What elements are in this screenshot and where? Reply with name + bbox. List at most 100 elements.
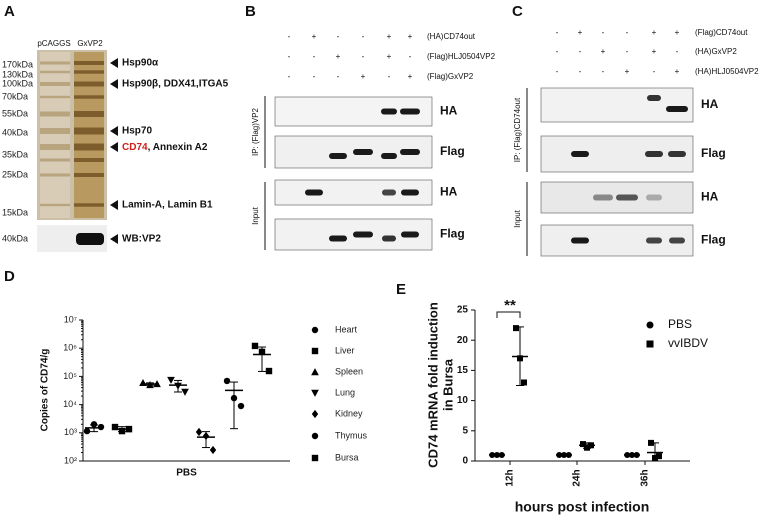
legend-label: Spleen [335,366,363,376]
point [223,377,231,385]
sign: - [653,67,656,76]
mw-label: 15kDa [2,207,28,217]
blot [540,87,694,123]
sign: - [626,28,629,37]
arrowhead [110,200,118,210]
legend-marker [646,340,654,348]
legend-label: Bursa [335,452,359,462]
sign: - [556,28,559,37]
blot-band [571,237,589,244]
sign: + [408,72,413,81]
sign: - [288,72,291,81]
x-tick-label: 12h [505,469,516,486]
significance: ** [504,297,516,314]
mw-label: 55kDa [2,108,28,118]
sign: - [288,52,291,61]
row-label: (HA)GxVP2 [695,47,737,56]
annotation: , Annexin A2 [148,142,208,153]
group-label: Input [251,206,260,225]
arrowhead [110,234,118,244]
blot-band [668,151,686,157]
blot-band [645,151,663,157]
point [521,379,527,386]
gel-band [40,70,70,74]
blot-band [353,149,373,155]
sign: - [579,47,582,56]
legend-marker [311,454,319,462]
gel-band [40,61,70,65]
row-label: (Flag)CD74out [695,28,748,37]
point [167,376,175,384]
blot-label: HA [440,185,458,199]
point [237,402,245,410]
y-tick-label: 15 [457,365,469,376]
blot-band [666,106,688,112]
arrowhead [110,126,118,136]
blot-label: Flag [440,227,465,241]
sign: - [676,47,679,56]
annotation: CD74, Annexin A2 [122,142,208,153]
gel-band [74,203,104,207]
sign: + [361,72,366,81]
legend-label: Liver [335,345,355,355]
y-tick-label: 25 [457,305,469,316]
mw-label: 100kDa [2,78,33,88]
y-tick-label: 10⁴ [63,399,77,409]
y-tick-label: 5 [462,425,468,436]
lane-label: GxVP2 [77,39,103,48]
legend-marker [311,389,319,397]
y-tick-label: 10² [64,455,77,465]
legend-label: PBS [668,317,692,331]
mw-label: 130kDa [2,69,33,79]
sign: - [602,67,605,76]
point [656,453,662,460]
sign: + [675,28,680,37]
sign: + [336,52,341,61]
sign: - [626,47,629,56]
row-label: (Flag)GxVP2 [427,72,474,81]
annotation: Lamin-A, Lamin B1 [122,200,213,211]
significance-bracket [496,311,521,318]
blot-band [382,189,396,196]
gel-band [74,158,104,162]
gel-band [74,70,104,74]
gel-band [40,173,70,177]
y-label: CD74 mRNA fold induction [425,302,440,468]
y-tick-label: 10 [457,395,469,406]
blot-band [381,153,397,159]
point [97,423,105,431]
sign: + [578,28,583,37]
point [181,388,189,396]
blot [540,224,694,257]
lane [40,52,70,218]
point [195,427,203,437]
gel-band [40,158,70,162]
mw-label: 35kDa [2,149,28,159]
blot-band [305,189,323,196]
annotation-red: CD74 [122,142,148,153]
arrowhead [110,58,118,68]
sign: - [313,72,316,81]
x-label: hours post infection [515,499,650,515]
sign: + [675,67,680,76]
y-tick-label: 20 [457,335,469,346]
point [251,342,259,350]
point [265,367,273,375]
gel-band [40,82,70,86]
sign: - [556,67,559,76]
gel-band [74,111,104,117]
y-tick-label: 10³ [64,427,77,437]
point [139,379,147,387]
legend-label: Lung [335,387,355,397]
legend-marker [311,347,319,355]
panel-letter: A [4,3,15,20]
blot-band [593,194,613,201]
mw-label: 40kDa [2,233,28,243]
gel-band [40,95,70,99]
panel-letter: D [4,268,15,285]
gel-band [74,143,104,151]
group-label: IP: (Flag)VP2 [251,107,260,156]
mw-label: 170kDa [2,59,33,69]
legend-marker [311,409,319,419]
